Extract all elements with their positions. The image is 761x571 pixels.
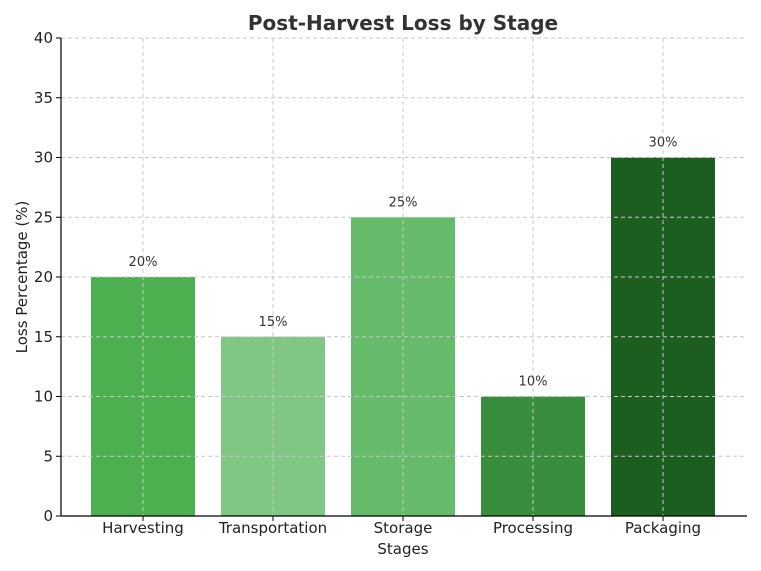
data-label: 25% [389, 195, 418, 210]
y-tick-label: 10 [34, 388, 53, 406]
axes [56, 37, 747, 521]
data-label: 20% [129, 255, 158, 270]
y-axis-label: Loss Percentage (%) [13, 201, 31, 354]
y-tick-label: 0 [43, 507, 53, 525]
y-tick-label: 15 [34, 328, 53, 346]
chart-title: Post-Harvest Loss by Stage [248, 11, 558, 35]
data-label: 15% [259, 315, 288, 330]
y-tick-label: 20 [34, 268, 53, 286]
x-axis-label: Stages [377, 540, 428, 558]
tick-labels: 0 5 10 15 20 25 30 35 40 Harvesting Transportation… [34, 29, 701, 537]
data-labels: 20% 15% 25% 10% 30% [129, 136, 678, 390]
y-tick-label: 30 [34, 149, 53, 167]
data-label: 30% [649, 136, 678, 151]
x-tick-label: Storage [374, 519, 433, 537]
data-label: 10% [519, 375, 548, 390]
y-tick-label: 25 [34, 208, 53, 226]
y-tick-label: 5 [43, 447, 53, 465]
y-tick-label: 35 [34, 89, 53, 107]
y-tick-label: 40 [34, 29, 53, 47]
x-tick-label: Processing [493, 519, 573, 537]
grid-lines [61, 37, 747, 517]
x-tick-label: Transportation [218, 519, 327, 537]
x-tick-label: Harvesting [102, 519, 184, 537]
x-tick-label: Packaging [625, 519, 701, 537]
